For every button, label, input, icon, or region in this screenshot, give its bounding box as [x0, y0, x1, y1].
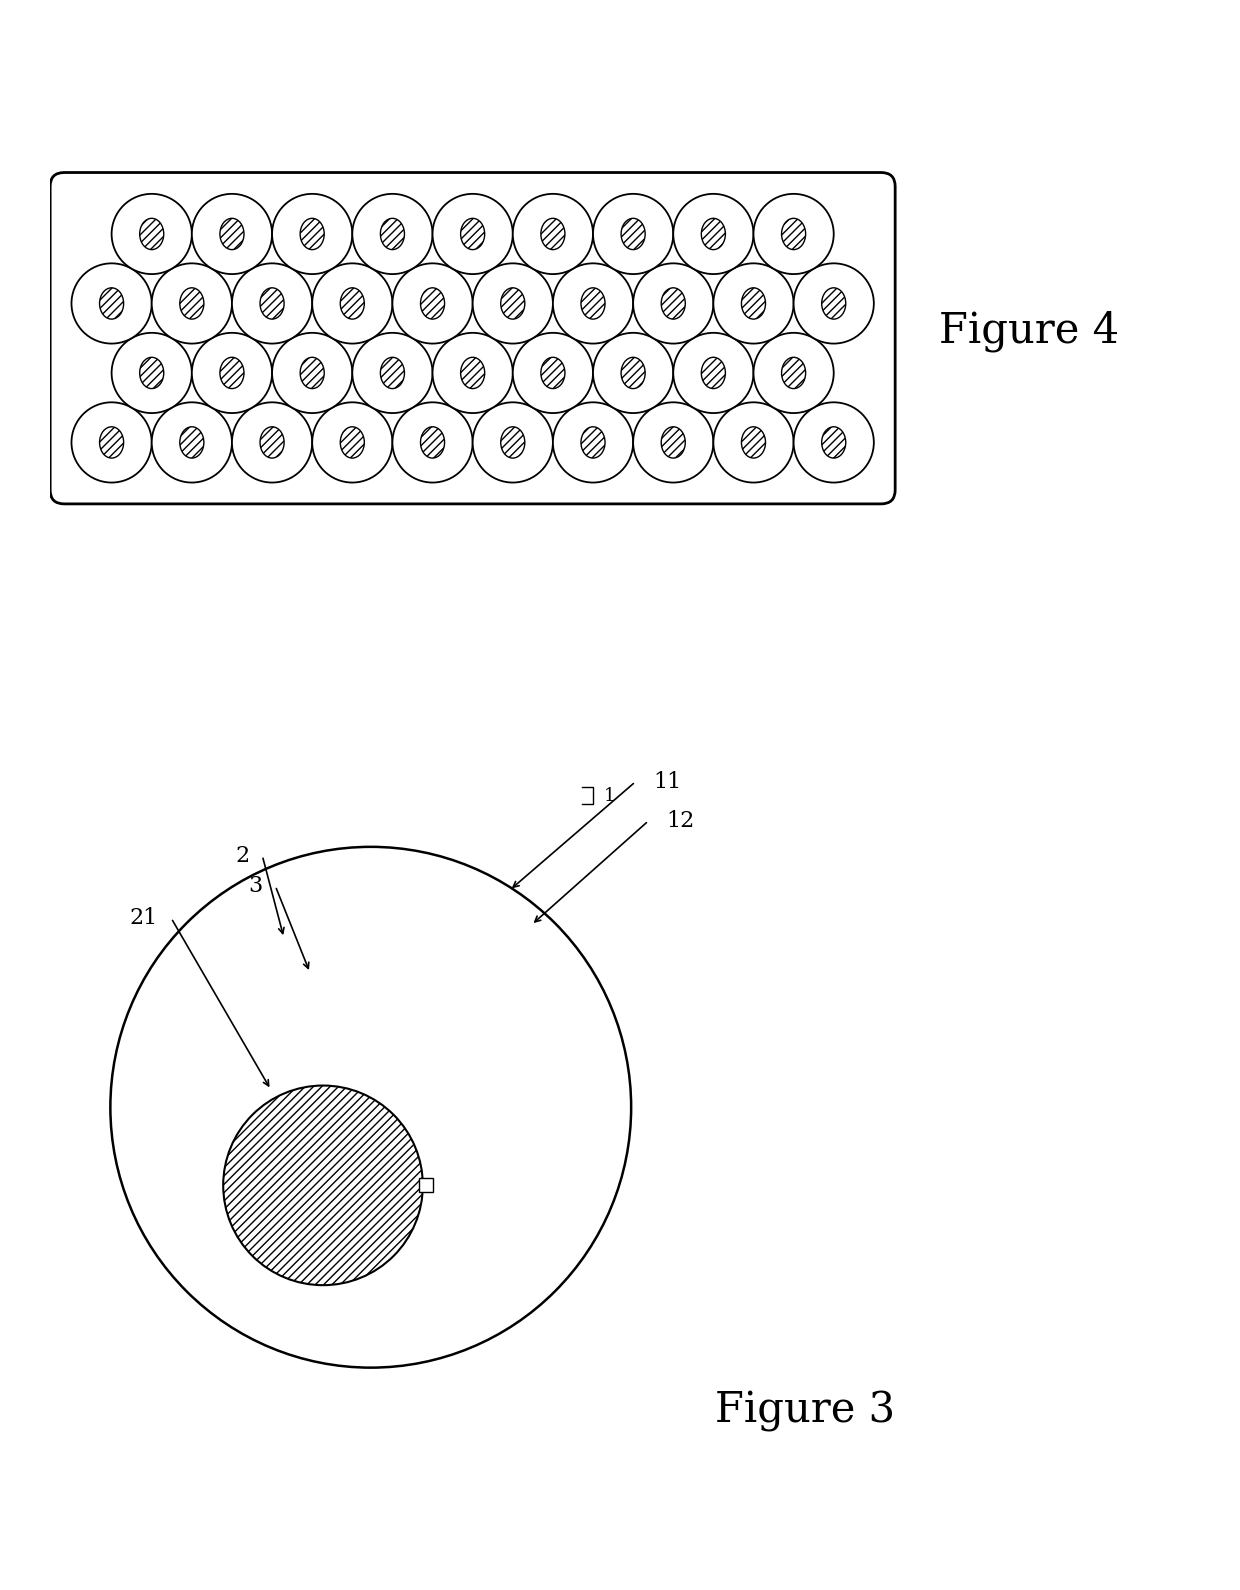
Ellipse shape [300, 218, 324, 250]
Ellipse shape [140, 218, 164, 250]
Ellipse shape [260, 288, 284, 320]
Circle shape [634, 402, 713, 482]
Ellipse shape [420, 288, 445, 320]
Ellipse shape [180, 288, 203, 320]
Ellipse shape [661, 288, 686, 320]
Circle shape [472, 264, 553, 343]
Ellipse shape [180, 426, 203, 458]
Circle shape [312, 402, 392, 482]
Circle shape [232, 402, 312, 482]
Ellipse shape [501, 288, 525, 320]
Circle shape [272, 194, 352, 273]
Circle shape [673, 194, 754, 273]
Ellipse shape [582, 288, 605, 320]
Ellipse shape [219, 358, 244, 388]
Bar [419, 1178, 433, 1192]
Ellipse shape [702, 218, 725, 250]
Circle shape [593, 332, 673, 413]
Circle shape [232, 264, 312, 343]
Circle shape [553, 402, 634, 482]
Text: 1: 1 [604, 787, 615, 805]
Circle shape [112, 332, 192, 413]
Ellipse shape [219, 218, 244, 250]
Text: 3: 3 [248, 875, 263, 897]
Circle shape [352, 332, 433, 413]
Circle shape [593, 194, 673, 273]
Circle shape [634, 264, 713, 343]
Ellipse shape [300, 358, 324, 388]
Circle shape [754, 194, 833, 273]
Circle shape [72, 264, 151, 343]
Ellipse shape [340, 426, 365, 458]
Text: Figure 3: Figure 3 [714, 1390, 895, 1433]
Ellipse shape [702, 358, 725, 388]
Ellipse shape [99, 288, 124, 320]
Text: Figure 4: Figure 4 [940, 310, 1120, 351]
Circle shape [553, 264, 634, 343]
Text: 11: 11 [653, 771, 681, 793]
Circle shape [472, 402, 553, 482]
Ellipse shape [742, 288, 765, 320]
Ellipse shape [621, 218, 645, 250]
Circle shape [192, 194, 272, 273]
Ellipse shape [260, 426, 284, 458]
Ellipse shape [501, 426, 525, 458]
Circle shape [312, 264, 392, 343]
Circle shape [151, 264, 232, 343]
Circle shape [713, 264, 794, 343]
Ellipse shape [541, 358, 565, 388]
Circle shape [754, 332, 833, 413]
Circle shape [513, 332, 593, 413]
Ellipse shape [460, 358, 485, 388]
Ellipse shape [661, 426, 686, 458]
Ellipse shape [541, 218, 565, 250]
Ellipse shape [460, 218, 485, 250]
Ellipse shape [822, 426, 846, 458]
Ellipse shape [340, 288, 365, 320]
Circle shape [433, 332, 513, 413]
Text: 12: 12 [666, 809, 694, 832]
Circle shape [392, 402, 472, 482]
Circle shape [72, 402, 151, 482]
Circle shape [794, 264, 874, 343]
Circle shape [151, 402, 232, 482]
Ellipse shape [781, 218, 806, 250]
Ellipse shape [742, 426, 765, 458]
Ellipse shape [621, 358, 645, 388]
Circle shape [272, 332, 352, 413]
Ellipse shape [781, 358, 806, 388]
Ellipse shape [381, 358, 404, 388]
Ellipse shape [99, 426, 124, 458]
Text: 21: 21 [130, 906, 159, 929]
Text: 2: 2 [236, 844, 249, 867]
Circle shape [352, 194, 433, 273]
Ellipse shape [420, 426, 445, 458]
Circle shape [513, 194, 593, 273]
Circle shape [192, 332, 272, 413]
Ellipse shape [582, 426, 605, 458]
Circle shape [673, 332, 754, 413]
Circle shape [112, 194, 192, 273]
Circle shape [433, 194, 513, 273]
Ellipse shape [822, 288, 846, 320]
Circle shape [223, 1086, 423, 1285]
FancyBboxPatch shape [50, 173, 895, 504]
Circle shape [713, 402, 794, 482]
Ellipse shape [140, 358, 164, 388]
Ellipse shape [381, 218, 404, 250]
Circle shape [110, 847, 631, 1367]
Circle shape [794, 402, 874, 482]
Circle shape [392, 264, 472, 343]
